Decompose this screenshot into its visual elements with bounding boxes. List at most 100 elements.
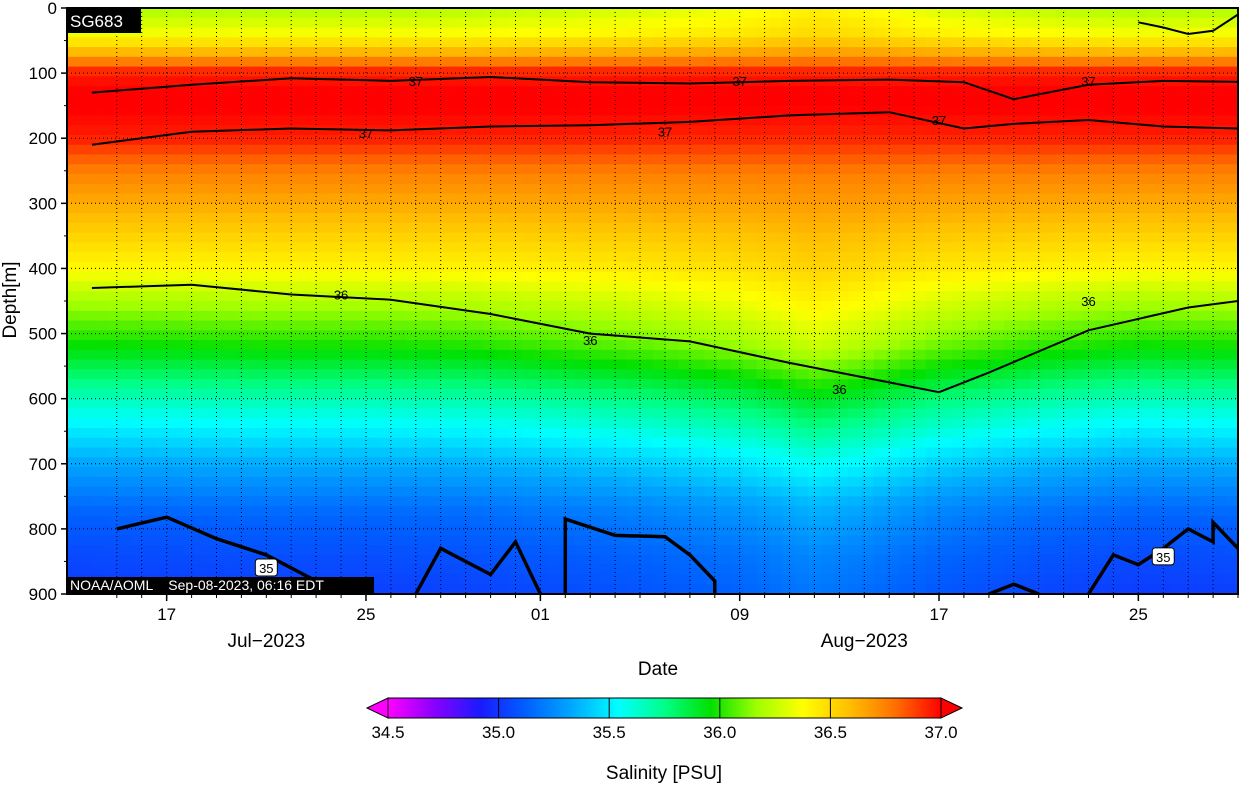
heatmap-cell <box>639 66 654 77</box>
heatmap-cell <box>184 359 198 370</box>
heatmap-cell <box>769 330 784 341</box>
heatmap-cell <box>704 154 719 165</box>
heatmap-cell <box>704 486 719 497</box>
heatmap-cell <box>704 525 719 536</box>
heatmap-cell <box>808 193 823 204</box>
heatmap-cell <box>288 95 302 107</box>
heatmap-cell <box>834 457 849 468</box>
heatmap-cell <box>301 76 315 87</box>
heatmap-cell <box>444 340 458 351</box>
heatmap-cell <box>886 76 901 87</box>
heatmap-cell <box>444 183 458 195</box>
heatmap-cell <box>444 457 458 468</box>
heatmap-cell <box>1068 154 1083 165</box>
heatmap-cell <box>288 17 302 29</box>
heatmap-cell <box>808 66 823 77</box>
heatmap-cell <box>782 261 797 273</box>
heatmap-cell <box>145 447 159 458</box>
heatmap-cell <box>717 379 732 390</box>
heatmap-cell <box>132 47 146 58</box>
heatmap-cell <box>301 427 315 439</box>
heatmap-cell <box>1107 134 1122 146</box>
heatmap-cell <box>1042 486 1057 497</box>
heatmap-cell <box>756 320 771 331</box>
heatmap-cell <box>873 340 888 351</box>
heatmap-cell <box>938 105 953 117</box>
heatmap-cell <box>1003 95 1018 107</box>
heatmap-cell <box>652 115 667 126</box>
heatmap-cell <box>912 554 927 566</box>
heatmap-cell <box>366 193 380 204</box>
heatmap-cell <box>548 437 563 449</box>
heatmap-cell <box>392 457 406 468</box>
heatmap-cell <box>67 310 81 322</box>
heatmap-cell <box>652 8 667 19</box>
heatmap-cell <box>275 125 289 136</box>
heatmap-cell <box>249 134 263 146</box>
heatmap-cell <box>561 525 576 536</box>
heatmap-cell <box>977 418 992 429</box>
heatmap-cell <box>262 203 276 214</box>
heatmap-cell <box>366 310 380 322</box>
heatmap-cell <box>353 486 367 497</box>
heatmap-cell <box>652 281 667 292</box>
heatmap-cell <box>561 359 576 370</box>
heatmap-cell <box>457 213 471 224</box>
heatmap-cell <box>951 95 966 107</box>
heatmap-cell <box>288 222 302 234</box>
heatmap-cell <box>431 525 445 536</box>
heatmap-cell <box>600 222 615 234</box>
heatmap-cell <box>379 115 393 126</box>
heatmap-cell <box>548 164 563 175</box>
heatmap-cell <box>587 408 602 419</box>
heatmap-cell <box>613 320 628 331</box>
heatmap-cell <box>1055 320 1070 331</box>
heatmap-cell <box>756 37 771 48</box>
heatmap-cell <box>210 525 224 536</box>
heatmap-cell <box>990 486 1005 497</box>
heatmap-cell <box>197 545 211 556</box>
heatmap-cell <box>782 164 797 175</box>
heatmap-cell <box>912 95 927 107</box>
heatmap-cell <box>314 369 328 380</box>
heatmap-cell <box>1068 27 1083 38</box>
heatmap-cell <box>899 447 914 458</box>
heatmap-cell <box>665 95 680 107</box>
heatmap-cell <box>67 330 81 341</box>
heatmap-cell <box>886 320 901 331</box>
heatmap-cell <box>821 213 836 224</box>
heatmap-cell <box>704 506 719 517</box>
heatmap-cell <box>756 261 771 273</box>
heatmap-cell <box>652 525 667 536</box>
heatmap-cell <box>821 27 836 38</box>
heatmap-cell <box>847 301 862 312</box>
heatmap-cell <box>379 183 393 195</box>
heatmap-cell <box>665 193 680 204</box>
heatmap-cell <box>158 8 172 19</box>
heatmap-cell <box>587 574 602 585</box>
heatmap-cell <box>1107 144 1122 156</box>
heatmap-cell <box>912 359 927 370</box>
heatmap-cell <box>223 447 237 458</box>
heatmap-cell <box>1042 47 1057 58</box>
heatmap-cell <box>353 437 367 449</box>
heatmap-cell <box>106 183 120 195</box>
heatmap-cell <box>574 525 589 536</box>
heatmap-cell <box>769 203 784 214</box>
heatmap-cell <box>782 144 797 156</box>
heatmap-cell <box>652 213 667 224</box>
heatmap-cell <box>197 76 211 87</box>
heatmap-cell <box>67 281 81 292</box>
heatmap-cell <box>1094 506 1109 517</box>
heatmap-cell <box>860 154 875 165</box>
heatmap-cell <box>717 486 732 497</box>
heatmap-cell <box>1055 476 1070 488</box>
heatmap-cell <box>743 271 758 283</box>
heatmap-cell <box>67 47 81 58</box>
heatmap-cell <box>405 27 419 38</box>
heatmap-cell <box>1094 330 1109 341</box>
heatmap-cell <box>145 330 159 341</box>
heatmap-cell <box>613 164 628 175</box>
heatmap-cell <box>366 47 380 58</box>
heatmap-cell <box>600 86 615 97</box>
